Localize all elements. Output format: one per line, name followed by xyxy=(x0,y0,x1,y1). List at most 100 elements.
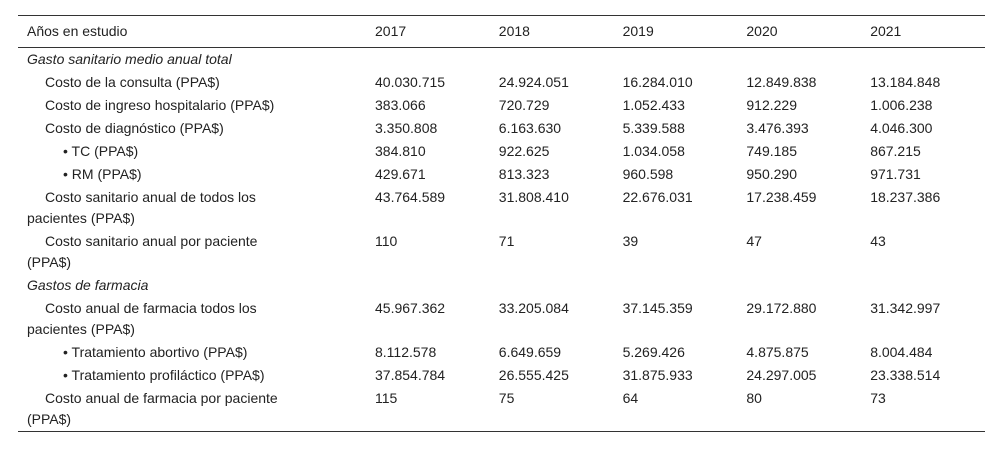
label-line: • TC (PPA$) xyxy=(63,143,139,159)
data-row: • TC (PPA$) 384.810 922.625 1.034.058 749.18… xyxy=(18,140,985,163)
cell-value: 26.555.425 xyxy=(498,367,569,383)
cell-value: 6.163.630 xyxy=(498,120,562,136)
data-row: Costo de ingreso hospitalario (PPA$) 383.… xyxy=(18,94,985,117)
cell-value: 45.967.362 xyxy=(375,300,446,316)
cell-value: 110 xyxy=(375,233,398,249)
table-body: Años en estudio 2017 2018 2019 2020 2021 Gasto… xyxy=(18,15,985,432)
cell-value: 13.184.848 xyxy=(870,74,941,90)
cell-value: 24.924.051 xyxy=(498,74,569,90)
header-year: 2019 xyxy=(613,15,738,48)
cell-value: 29.172.880 xyxy=(746,300,817,316)
header-year: 2018 xyxy=(489,15,614,48)
cell-value: 8.112.578 xyxy=(375,344,437,360)
label-line: • Tratamiento abortivo (PPA$) xyxy=(63,344,248,360)
header-year: 2021 xyxy=(861,15,985,48)
label-line: Costo de la consulta (PPA$) xyxy=(45,74,220,90)
data-row: • Tratamiento profiláctico (PPA$) 37.854.… xyxy=(18,364,985,387)
section-title: Gasto sanitario medio anual total xyxy=(27,51,232,67)
label-line: pacientes (PPA$) xyxy=(27,321,135,337)
label-line: Costo anual de farmacia por paciente xyxy=(45,390,278,406)
cell-value: 1.052.433 xyxy=(622,97,685,113)
row-label: Costo anual de farmacia por paciente (PPA… xyxy=(18,387,366,432)
label-line: Costo sanitario anual por paciente xyxy=(45,233,258,249)
cell-value: 383.066 xyxy=(375,97,426,113)
cell-value: 64 xyxy=(622,390,639,406)
data-row: Costo sanitario anual de todos los pacien… xyxy=(18,186,985,230)
header-row: Años en estudio 2017 2018 2019 2020 2021 xyxy=(18,15,985,48)
label-line: (PPA$) xyxy=(27,411,72,427)
cell-value: 16.284.010 xyxy=(622,74,693,90)
label-line: pacientes (PPA$) xyxy=(27,210,135,226)
row-label: Costo sanitario anual de todos los pacien… xyxy=(18,186,366,230)
row-label: • TC (PPA$) xyxy=(18,140,366,163)
cell-value: 115 xyxy=(375,390,398,406)
cell-value: 4.046.300 xyxy=(870,120,933,136)
row-label: • RM (PPA$) xyxy=(18,163,366,186)
cell-value: 31.342.997 xyxy=(870,300,941,316)
label-line: Costo de ingreso hospitalario (PPA$) xyxy=(45,97,275,113)
cell-value: 867.215 xyxy=(870,143,921,159)
row-label: • Tratamiento abortivo (PPA$) xyxy=(18,341,366,364)
label-line: • Tratamiento profiláctico (PPA$) xyxy=(63,367,265,383)
cost-table: Años en estudio 2017 2018 2019 2020 2021 Gasto… xyxy=(18,15,985,432)
label-line: • RM (PPA$) xyxy=(63,166,142,182)
header-year: 2020 xyxy=(737,15,862,48)
cell-value: 37.854.784 xyxy=(375,367,446,383)
data-row: • RM (PPA$) 429.671 813.323 960.598 950.290 9… xyxy=(18,163,985,186)
cell-value: 1.034.058 xyxy=(622,143,685,159)
row-label: Costo de la consulta (PPA$) xyxy=(18,71,366,94)
header-year: 2017 xyxy=(366,15,490,48)
cell-value: 39 xyxy=(622,233,639,249)
data-row: Costo de la consulta (PPA$) 40.030.715 24.… xyxy=(18,71,985,94)
cell-value: 950.290 xyxy=(746,166,797,182)
cell-value: 384.810 xyxy=(375,143,426,159)
cell-value: 33.205.084 xyxy=(498,300,569,316)
cell-value: 80 xyxy=(746,390,762,406)
cell-value: 6.649.659 xyxy=(498,344,562,360)
label-line: Costo sanitario anual de todos los xyxy=(45,189,256,205)
cell-value: 1.006.238 xyxy=(870,97,933,113)
cell-value: 912.229 xyxy=(746,97,797,113)
label-line: (PPA$) xyxy=(27,254,72,270)
cell-value: 43.764.589 xyxy=(375,189,446,205)
cell-value: 23.338.514 xyxy=(870,367,941,383)
cell-value: 47 xyxy=(746,233,762,249)
cell-value: 12.849.838 xyxy=(746,74,817,90)
cell-value: 24.297.005 xyxy=(746,367,817,383)
row-label: Costo sanitario anual por paciente (PPA$) xyxy=(18,230,366,274)
cell-value: 75 xyxy=(498,390,515,406)
cell-value: 971.731 xyxy=(870,166,921,182)
cell-value: 31.875.933 xyxy=(622,367,693,383)
row-label: • Tratamiento profiláctico (PPA$) xyxy=(18,364,366,387)
cell-value: 31.808.410 xyxy=(498,189,569,205)
cell-value: 22.676.031 xyxy=(622,189,693,205)
row-label: Costo de diagnóstico (PPA$) xyxy=(18,117,366,140)
cell-value: 43 xyxy=(870,233,886,249)
cell-value: 429.671 xyxy=(375,166,426,182)
cell-value: 4.875.875 xyxy=(746,344,809,360)
row-label: Costo de ingreso hospitalario (PPA$) xyxy=(18,94,366,117)
label-line: Costo anual de farmacia todos los xyxy=(45,300,257,316)
section-row: Gastos de farmacia xyxy=(18,274,985,297)
cell-value: 37.145.359 xyxy=(622,300,693,316)
data-row: Costo anual de farmacia todos los pacient… xyxy=(18,297,985,341)
cell-value: 71 xyxy=(498,233,515,249)
cell-value: 73 xyxy=(870,390,886,406)
cell-value: 18.237.386 xyxy=(870,189,941,205)
cell-value: 17.238.459 xyxy=(746,189,817,205)
cell-value: 5.339.588 xyxy=(622,120,685,136)
cell-value: 720.729 xyxy=(498,97,550,113)
cell-value: 40.030.715 xyxy=(375,74,446,90)
data-row: Costo anual de farmacia por paciente (PPA… xyxy=(18,387,985,432)
data-row: Costo de diagnóstico (PPA$) 3.350.808 6.16… xyxy=(18,117,985,140)
data-row: • Tratamiento abortivo (PPA$) 8.112.578 6.… xyxy=(18,341,985,364)
section-row: Gasto sanitario medio anual total xyxy=(18,48,985,72)
section-title: Gastos de farmacia xyxy=(27,277,149,293)
header-label: Años en estudio xyxy=(18,15,366,48)
cell-value: 922.625 xyxy=(498,143,550,159)
data-row: Costo sanitario anual por paciente (PPA$)… xyxy=(18,230,985,274)
cell-value: 813.323 xyxy=(498,166,550,182)
cell-value: 5.269.426 xyxy=(622,344,685,360)
row-label: Costo anual de farmacia todos los pacient… xyxy=(18,297,366,341)
